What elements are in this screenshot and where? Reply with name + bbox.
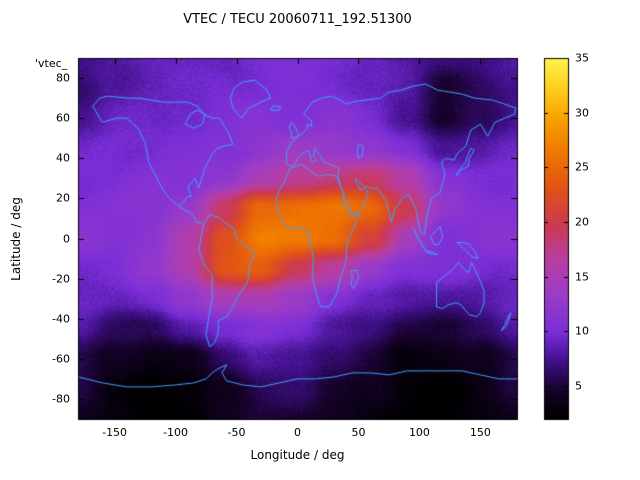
colorbar-tick-label: 30 [575,106,589,120]
y-tick-label: 60 [56,111,70,125]
colorbar-tick-label: 25 [575,160,589,174]
colorbar-tick-label: 5 [575,379,582,393]
plot-title: VTEC / TECU 20060711_192.51300 [183,12,412,27]
x-axis-label: Longitude / deg [250,448,345,462]
colorbar-tick-label: 35 [575,51,589,65]
y-tick-label: 80 [56,71,70,85]
y-tick-label: -80 [52,392,70,406]
x-tick-label: -150 [102,426,128,439]
y-tick-label: 20 [56,191,70,205]
colorbar-tick-label: 15 [575,270,589,284]
y-axis-label: Latitude / deg [9,197,23,281]
x-tick-label: -100 [163,426,189,439]
y-tick-label: 40 [56,151,70,165]
colorbar-tick-label: 20 [575,215,589,229]
y-tick-label: -40 [52,312,70,326]
colorbar-tick-label: 10 [575,324,589,338]
y-tick-label: 0 [63,232,70,245]
x-tick-label: 50 [351,426,366,439]
x-tick-label: 100 [408,426,430,439]
plot-key-label: 'vtec_ [35,57,68,70]
x-tick-label: -50 [227,426,246,439]
y-tick-label: -60 [52,352,70,366]
x-tick-label: 0 [294,426,301,439]
x-tick-label: 150 [469,426,491,439]
y-tick-label: -20 [52,272,70,286]
